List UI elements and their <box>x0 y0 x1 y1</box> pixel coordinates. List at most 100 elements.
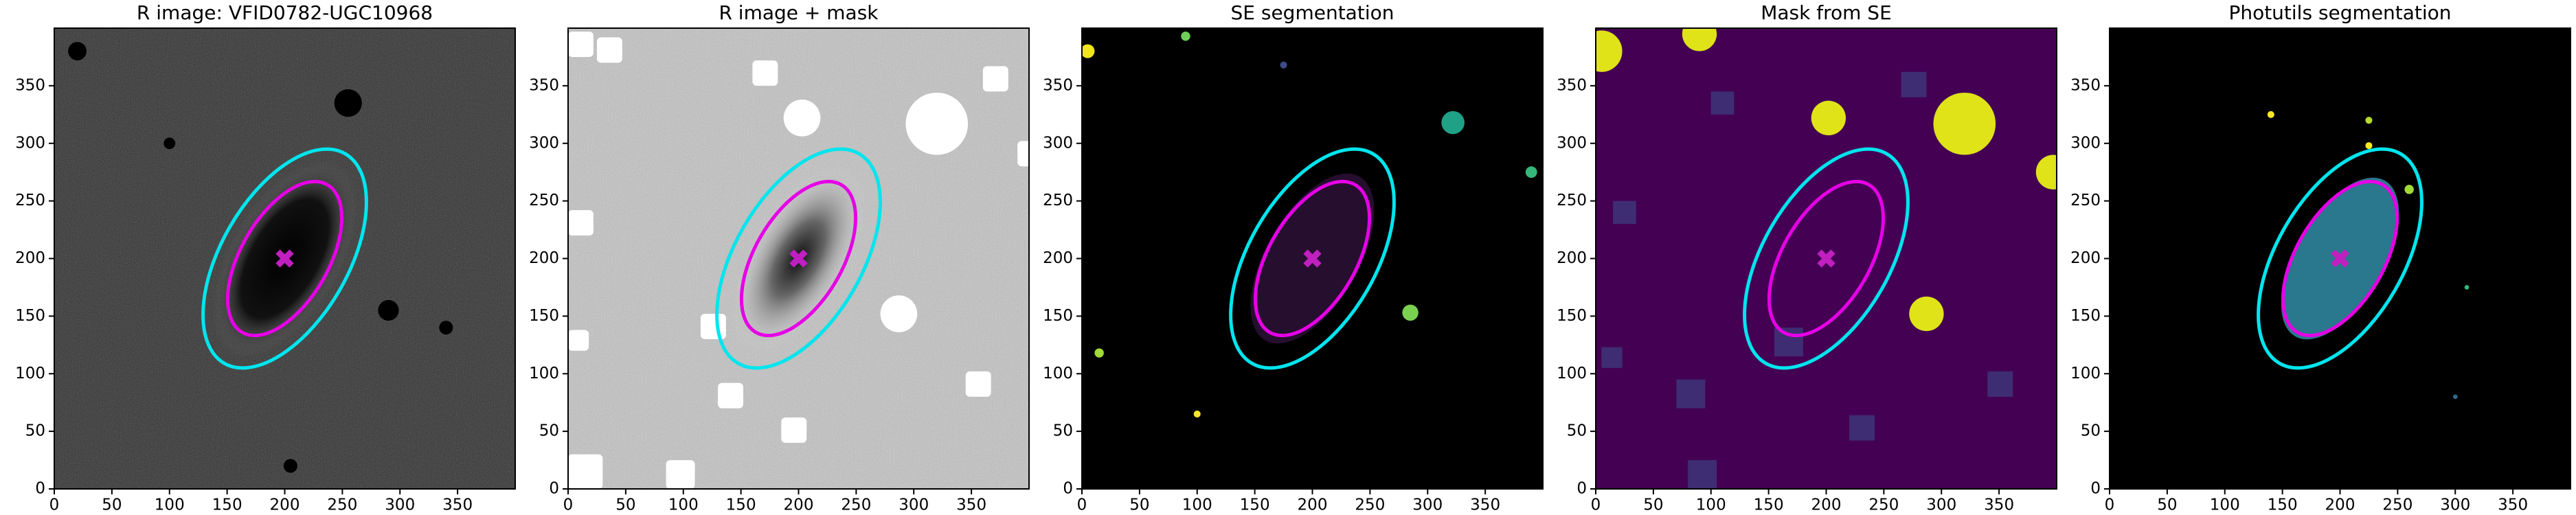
panel-title: SE segmentation <box>1231 1 1394 24</box>
x-tick-label: 300 <box>899 496 929 514</box>
panel-title: Mask from SE <box>1761 1 1892 24</box>
mask-box <box>1601 347 1623 368</box>
panel-title: R image: VFID0782-UGC10968 <box>137 1 433 24</box>
x-tick-label: 150 <box>2268 496 2298 514</box>
aperture-ellipse <box>1229 147 1396 370</box>
x-tick-label: 250 <box>2382 496 2413 514</box>
mask-box <box>1901 71 1927 98</box>
y-tick-label: 350 <box>529 76 559 94</box>
x-tick-label: 350 <box>2498 496 2528 514</box>
y-tick-label: 250 <box>15 192 45 209</box>
image-area <box>1596 28 2057 489</box>
star <box>283 459 297 473</box>
x-tick-label: 50 <box>1129 496 1149 514</box>
mask-disk <box>1811 100 1846 136</box>
x-tick-label: 150 <box>1754 496 1784 514</box>
center-marker <box>1303 249 1322 268</box>
segment <box>1094 348 1104 358</box>
x-tick-label: 50 <box>615 496 635 514</box>
y-tick-label: 0 <box>1063 480 1073 498</box>
y-tick-label: 0 <box>1577 480 1587 498</box>
segment <box>1181 32 1190 41</box>
y-tick-label: 350 <box>1557 76 1587 94</box>
x-tick-label: 0 <box>49 496 60 514</box>
center-marker <box>789 249 808 268</box>
mask-box <box>568 210 594 236</box>
x-tick-label: 350 <box>1470 496 1500 514</box>
segment <box>1280 61 1287 69</box>
aperture-ellipse <box>2257 147 2424 370</box>
y-tick-label: 100 <box>15 365 45 382</box>
segment <box>1525 166 1537 179</box>
segment <box>2404 185 2414 194</box>
x-tick-label: 50 <box>102 496 122 514</box>
segment <box>1402 304 1419 321</box>
segment <box>2267 111 2274 118</box>
y-tick-label: 100 <box>1557 365 1587 382</box>
y-tick-label: 350 <box>2070 76 2101 94</box>
mask-box <box>965 371 991 397</box>
x-tick-label: 200 <box>2325 496 2355 514</box>
mask-disk <box>1682 28 1717 52</box>
y-tick-label: 300 <box>2070 134 2101 152</box>
y-tick-label: 250 <box>1557 192 1587 209</box>
x-tick-label: 0 <box>1591 496 1601 514</box>
x-tick-label: 50 <box>2157 496 2177 514</box>
mask-box <box>1987 371 2013 397</box>
image-area <box>568 28 1029 489</box>
mask-box <box>700 314 726 339</box>
star <box>334 89 362 117</box>
y-tick-label: 50 <box>25 422 45 440</box>
aperture-ellipse <box>1253 179 1372 338</box>
segment <box>1082 44 1095 58</box>
x-tick-label: 350 <box>1984 496 2014 514</box>
mask-box <box>752 60 778 86</box>
mask-box <box>982 66 1008 92</box>
x-tick-label: 350 <box>442 496 473 514</box>
mask-box <box>781 417 807 443</box>
y-tick-label: 300 <box>1043 134 1073 152</box>
y-tick-label: 300 <box>1557 134 1587 152</box>
panel-title: R image + mask <box>719 1 879 24</box>
image-area <box>1082 28 1543 489</box>
x-tick-label: 250 <box>1868 496 1899 514</box>
y-tick-label: 50 <box>1567 422 1587 440</box>
center-marker <box>2331 249 2349 268</box>
segment <box>2464 285 2470 290</box>
mask-box <box>568 32 594 57</box>
panel-title: Photutils segmentation <box>2228 1 2451 24</box>
y-tick-label: 100 <box>2070 365 2101 382</box>
y-tick-label: 200 <box>529 249 559 267</box>
x-tick-label: 200 <box>270 496 300 514</box>
aperture-ellipse <box>2281 179 2399 338</box>
y-tick-label: 200 <box>1557 249 1587 267</box>
y-tick-label: 150 <box>529 307 559 325</box>
y-tick-label: 50 <box>539 422 559 440</box>
y-tick-label: 300 <box>529 134 559 152</box>
y-tick-label: 50 <box>2081 422 2101 440</box>
x-tick-label: 200 <box>1298 496 1328 514</box>
mask-box <box>596 37 622 63</box>
x-tick-label: 250 <box>327 496 357 514</box>
mask-box <box>718 382 743 409</box>
x-tick-label: 200 <box>784 496 814 514</box>
mask-disk <box>905 92 969 155</box>
segment <box>2365 142 2373 150</box>
y-tick-label: 0 <box>35 480 45 498</box>
y-tick-label: 100 <box>1043 365 1073 382</box>
y-tick-label: 250 <box>2070 192 2101 209</box>
mask-disk <box>1909 296 1944 332</box>
center-marker <box>275 249 294 268</box>
star <box>378 299 399 321</box>
mask-box <box>1688 460 1717 489</box>
aperture-ellipse <box>1743 147 1910 370</box>
mask-disk <box>1596 30 1623 72</box>
aperture-ellipse <box>1767 179 1886 338</box>
center-marker <box>1817 249 1835 268</box>
x-tick-label: 300 <box>2440 496 2470 514</box>
star <box>68 42 87 60</box>
x-tick-label: 150 <box>1240 496 1270 514</box>
mask-box <box>1017 141 1029 167</box>
y-tick-label: 0 <box>549 480 559 498</box>
